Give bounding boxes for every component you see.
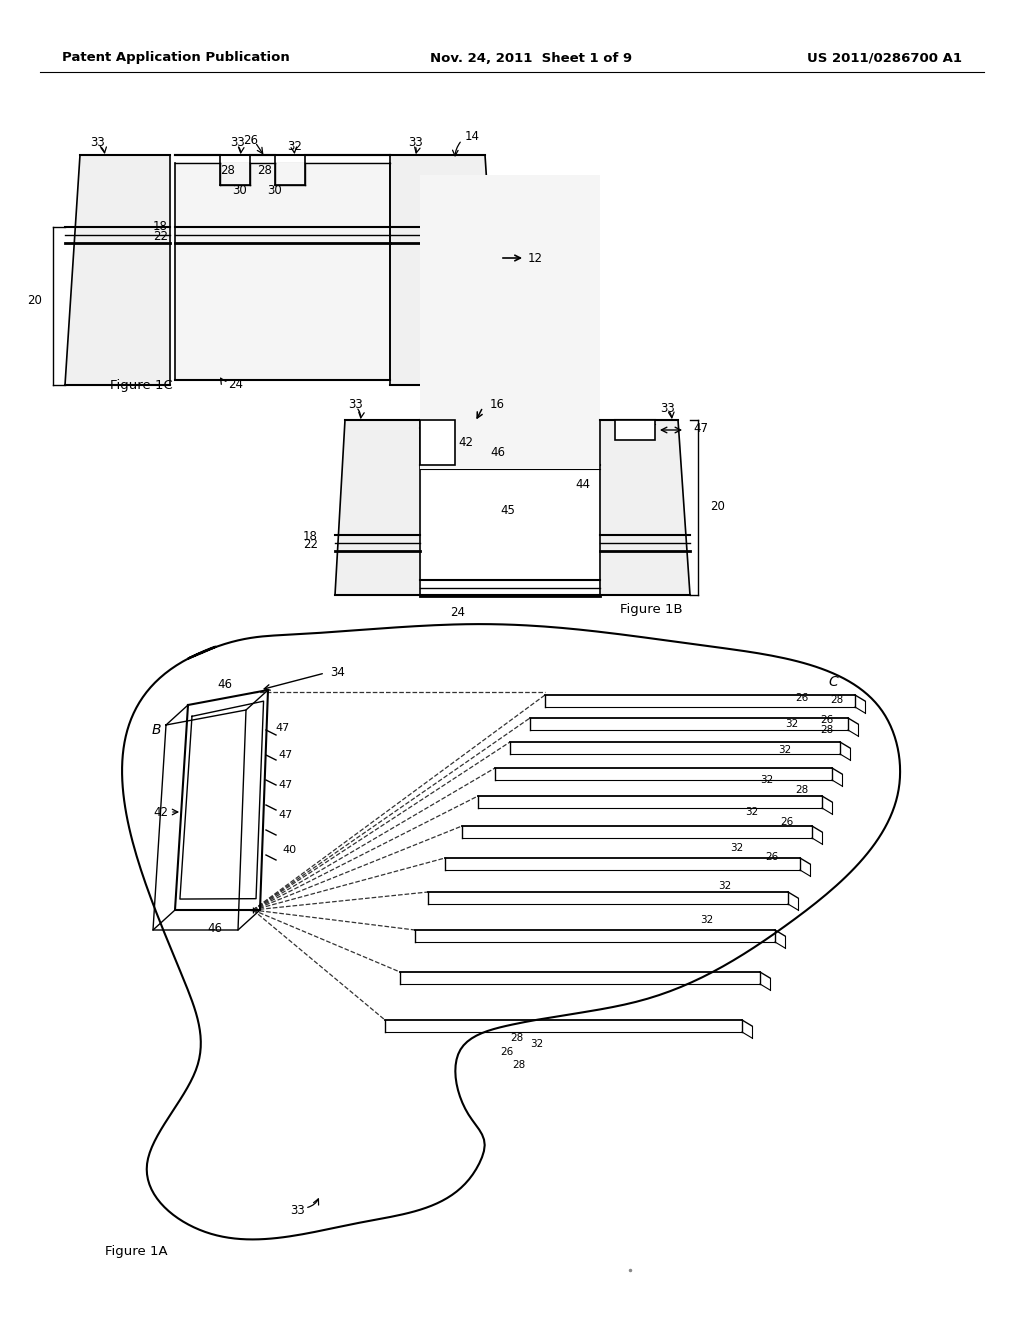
Text: 16: 16	[490, 399, 505, 412]
Text: 33: 33	[348, 399, 362, 412]
Polygon shape	[390, 154, 500, 385]
Text: 28: 28	[258, 164, 272, 177]
Text: 18: 18	[154, 220, 168, 234]
Text: Patent Application Publication: Patent Application Publication	[62, 51, 290, 65]
Text: 33: 33	[90, 136, 104, 149]
Text: 32: 32	[700, 915, 714, 925]
Text: Figure 1B: Figure 1B	[620, 603, 683, 616]
Text: 26: 26	[780, 817, 794, 828]
Text: 47: 47	[278, 750, 292, 760]
Text: 46: 46	[217, 678, 232, 692]
Text: 34: 34	[330, 665, 345, 678]
Text: 46: 46	[208, 921, 222, 935]
Text: 26: 26	[765, 851, 778, 862]
Text: 28: 28	[510, 1034, 523, 1043]
Text: 45: 45	[500, 503, 515, 516]
Text: 47: 47	[693, 421, 708, 434]
Text: 40: 40	[282, 845, 296, 855]
Text: 44: 44	[575, 479, 590, 491]
Polygon shape	[65, 154, 170, 385]
Text: 22: 22	[153, 231, 168, 243]
Text: 20: 20	[28, 293, 42, 306]
Text: Nov. 24, 2011  Sheet 1 of 9: Nov. 24, 2011 Sheet 1 of 9	[430, 51, 632, 65]
Text: 33: 33	[230, 136, 245, 149]
Text: 30: 30	[267, 183, 283, 197]
Text: 32: 32	[530, 1039, 544, 1049]
Text: 28: 28	[795, 785, 808, 795]
Text: 32: 32	[718, 880, 731, 891]
Text: 14: 14	[465, 131, 480, 144]
Text: 47: 47	[278, 780, 292, 789]
Text: 26: 26	[500, 1047, 513, 1057]
Text: 24: 24	[228, 379, 243, 392]
Text: 26: 26	[243, 133, 258, 147]
Bar	[615, 420, 655, 440]
Text: 32: 32	[778, 744, 792, 755]
Text: 47: 47	[275, 723, 289, 733]
Text: 32: 32	[730, 843, 743, 853]
Text: Figure 1C: Figure 1C	[110, 379, 173, 392]
Text: 28: 28	[830, 696, 843, 705]
Text: 26: 26	[820, 715, 834, 725]
Text: 32: 32	[760, 775, 773, 785]
Text: US 2011/0286700 A1: US 2011/0286700 A1	[807, 51, 962, 65]
Text: 47: 47	[278, 810, 292, 820]
Text: 32: 32	[785, 719, 799, 729]
Text: 26: 26	[795, 693, 808, 704]
Text: 32: 32	[287, 140, 302, 153]
Bar	[420, 420, 455, 465]
Text: 18: 18	[303, 531, 318, 544]
Text: 32: 32	[745, 807, 758, 817]
Bar	[175, 162, 390, 380]
Text: 30: 30	[232, 183, 248, 197]
Text: 33: 33	[660, 401, 675, 414]
Text: 42: 42	[458, 436, 473, 449]
Text: 24: 24	[450, 606, 465, 619]
Text: 12: 12	[528, 252, 543, 264]
Polygon shape	[600, 420, 690, 595]
Text: 33: 33	[408, 136, 423, 149]
Text: 46: 46	[490, 446, 505, 459]
Text: B: B	[152, 723, 162, 737]
Text: 22: 22	[303, 539, 318, 552]
Polygon shape	[335, 420, 420, 595]
Text: C: C	[828, 675, 838, 689]
Text: 20: 20	[710, 500, 725, 513]
Text: 33: 33	[290, 1204, 305, 1217]
Text: 28: 28	[220, 164, 236, 177]
Bar	[420, 176, 600, 469]
Text: 28: 28	[512, 1060, 525, 1071]
Text: 42: 42	[153, 805, 168, 818]
Text: Figure 1A: Figure 1A	[105, 1246, 168, 1258]
Text: 28: 28	[820, 725, 834, 735]
